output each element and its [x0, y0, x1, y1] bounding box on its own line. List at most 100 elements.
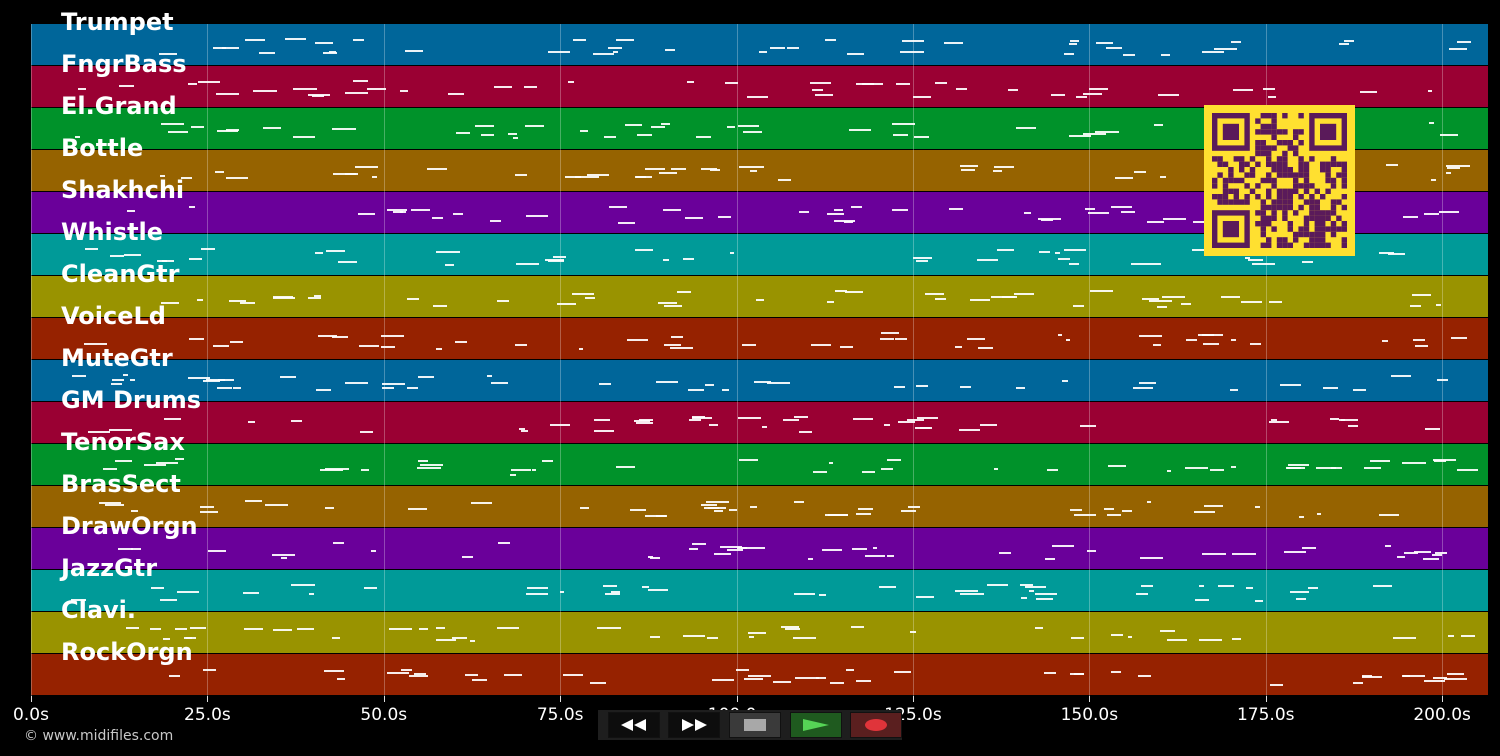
note-mark [1255, 505, 1261, 508]
axis-tick-label: 175.0s [1236, 705, 1295, 725]
note-mark [198, 81, 221, 84]
note-mark [337, 677, 345, 680]
note-mark [1136, 593, 1148, 596]
note-mark [857, 508, 874, 511]
note-mark [1198, 639, 1223, 642]
note-mark [571, 293, 594, 296]
note-mark [240, 301, 256, 304]
note-mark [218, 379, 234, 382]
note-mark [264, 504, 288, 507]
note-mark [155, 461, 179, 464]
note-mark [1074, 514, 1096, 517]
note-mark [810, 343, 831, 346]
note-mark [886, 458, 902, 461]
note-mark [1095, 131, 1119, 134]
note-mark [880, 467, 894, 470]
track-lane [31, 276, 1488, 318]
track-label: TenorSax [61, 428, 185, 456]
note-mark [542, 460, 554, 463]
note-mark [682, 634, 706, 637]
note-mark [189, 338, 205, 341]
rewind-button[interactable] [608, 712, 660, 738]
fast-forward-button[interactable] [668, 712, 720, 738]
note-mark [213, 46, 227, 49]
note-mark [1330, 418, 1339, 421]
note-mark [1074, 673, 1084, 676]
axis-tick-label: 150.0s [1060, 705, 1119, 725]
note-mark [708, 506, 727, 509]
note-mark [1180, 302, 1192, 305]
note-mark [181, 176, 193, 179]
note-mark [232, 387, 242, 390]
note-mark [1353, 388, 1367, 391]
note-mark [71, 598, 87, 601]
piano-roll: Trumpet FngrBass El.Grand Bottle Shakhchi Whi… [31, 10, 1488, 696]
note-mark [1410, 305, 1422, 308]
note-mark [388, 627, 412, 630]
note-mark [575, 176, 600, 179]
note-mark [357, 213, 375, 216]
note-mark [1449, 48, 1468, 51]
note-mark [728, 509, 738, 512]
note-mark [129, 378, 135, 381]
note-mark [562, 674, 584, 677]
note-mark [455, 341, 468, 344]
note-mark [1431, 554, 1442, 557]
note-mark [625, 124, 643, 127]
note-mark [1034, 593, 1057, 596]
note-mark [308, 297, 322, 300]
note-mark [272, 296, 294, 299]
note-mark [954, 589, 979, 592]
note-mark [1016, 386, 1026, 389]
note-mark [1202, 333, 1223, 336]
note-mark [520, 429, 529, 432]
note-mark [1051, 544, 1075, 547]
note-mark [1435, 304, 1442, 307]
track-lane [31, 654, 1488, 696]
note-mark [1388, 252, 1406, 255]
note-mark [670, 336, 683, 339]
note-mark [1192, 220, 1215, 223]
note-mark [705, 384, 714, 387]
note-mark [332, 173, 357, 176]
note-mark [855, 680, 871, 683]
note-mark [855, 513, 872, 516]
note-mark [498, 542, 510, 545]
track-label: Whistle [61, 218, 164, 246]
note-mark [1373, 584, 1392, 587]
note-mark [852, 418, 873, 421]
note-mark [1050, 94, 1065, 96]
note-mark [418, 375, 435, 378]
note-mark [812, 88, 824, 91]
note-mark [913, 257, 933, 260]
note-mark [1153, 344, 1162, 347]
play-button[interactable] [790, 712, 842, 738]
note-mark [1251, 263, 1275, 266]
track-lane [31, 612, 1488, 654]
note-mark [567, 80, 575, 83]
note-mark [1024, 212, 1031, 215]
note-mark [325, 507, 334, 510]
stop-button[interactable] [729, 712, 781, 738]
note-mark [1423, 213, 1440, 216]
note-mark [722, 388, 729, 391]
note-mark [435, 251, 460, 254]
note-mark [318, 334, 338, 337]
track-label: Trumpet [61, 8, 174, 36]
note-mark [75, 135, 80, 138]
note-mark [323, 52, 338, 55]
note-mark [417, 467, 442, 469]
note-mark [843, 221, 853, 224]
note-mark [1019, 584, 1034, 587]
note-mark [109, 255, 125, 258]
note-mark [755, 298, 764, 301]
note-mark [226, 177, 249, 180]
note-mark [242, 591, 260, 594]
note-mark [514, 344, 528, 347]
note-mark [1460, 635, 1475, 638]
record-button[interactable] [850, 712, 902, 738]
note-mark [1302, 260, 1314, 263]
note-mark [750, 506, 758, 509]
axis-tick [1089, 696, 1091, 702]
note-mark [603, 585, 618, 588]
